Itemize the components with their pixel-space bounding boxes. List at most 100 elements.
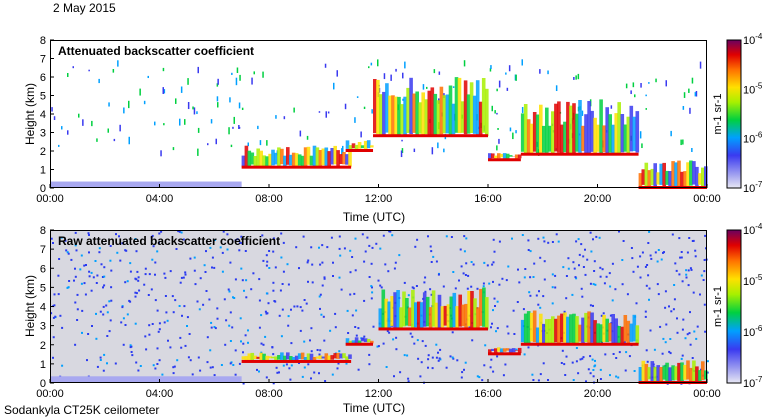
- aerosol-speckle: [443, 148, 445, 153]
- noise-speckle: [50, 312, 53, 315]
- noise-speckle: [688, 332, 691, 335]
- cloud-column: [529, 123, 534, 155]
- noise-speckle: [565, 297, 568, 300]
- noise-speckle: [581, 357, 584, 360]
- noise-speckle: [319, 349, 322, 352]
- noise-speckle: [339, 254, 342, 257]
- noise-speckle: [169, 270, 172, 273]
- cloud-column: [551, 111, 555, 154]
- noise-speckle: [575, 347, 578, 349]
- noise-speckle: [260, 342, 263, 345]
- noise-speckle: [74, 267, 76, 270]
- noise-speckle: [387, 270, 390, 273]
- cloud-column: [460, 101, 465, 133]
- noise-speckle: [205, 290, 208, 292]
- noise-speckle: [537, 379, 540, 382]
- aerosol-speckle: [368, 66, 370, 69]
- noise-speckle: [368, 276, 371, 278]
- noise-speckle: [573, 267, 576, 270]
- noise-speckle: [272, 382, 275, 385]
- cloud-column: [575, 316, 579, 345]
- cloud-column: [312, 145, 317, 168]
- cloud-column: [584, 312, 588, 342]
- cloud-column: [491, 348, 495, 351]
- noise-speckle: [572, 261, 575, 264]
- noise-speckle: [100, 263, 103, 266]
- noise-speckle: [70, 258, 73, 261]
- cloud-column: [473, 298, 477, 329]
- noise-speckle: [310, 327, 313, 330]
- noise-speckle: [403, 281, 406, 284]
- noise-speckle: [491, 322, 493, 325]
- noise-speckle: [435, 260, 438, 263]
- noise-speckle: [507, 265, 510, 268]
- aerosol-speckle: [521, 59, 523, 66]
- aerosol-speckle: [402, 98, 404, 101]
- noise-speckle: [382, 342, 385, 345]
- noise-speckle: [345, 362, 348, 365]
- noise-speckle: [624, 369, 627, 372]
- noise-speckle: [529, 276, 532, 279]
- cloud-column: [419, 302, 424, 330]
- noise-speckle: [664, 306, 667, 309]
- noise-speckle: [258, 299, 261, 302]
- noise-speckle: [632, 270, 635, 273]
- noise-speckle: [371, 291, 374, 294]
- noise-speckle: [370, 297, 373, 300]
- noise-speckle: [232, 296, 234, 299]
- noise-speckle: [370, 262, 373, 265]
- noise-speckle: [158, 232, 161, 235]
- noise-speckle: [466, 287, 469, 290]
- aerosol-speckle: [497, 128, 499, 130]
- noise-speckle: [321, 284, 324, 287]
- noise-speckle: [144, 267, 147, 270]
- aerosol-speckle: [610, 105, 613, 109]
- noise-speckle: [589, 304, 592, 307]
- noise-speckle: [681, 280, 684, 283]
- cloud-column: [686, 360, 690, 380]
- noise-speckle: [685, 273, 688, 276]
- noise-speckle: [120, 321, 123, 324]
- noise-speckle: [375, 242, 378, 245]
- noise-speckle: [109, 259, 112, 262]
- noise-speckle: [557, 240, 560, 243]
- cloud-column: [599, 324, 603, 343]
- cloud-column: [704, 166, 708, 186]
- colorbar-label: m-1 sr-1: [712, 286, 724, 327]
- noise-speckle: [571, 293, 574, 296]
- cloud-column: [548, 319, 552, 344]
- noise-speckle: [664, 290, 667, 293]
- noise-speckle: [542, 236, 545, 239]
- noise-speckle: [173, 365, 176, 368]
- noise-speckle: [354, 237, 357, 240]
- noise-speckle: [347, 332, 350, 334]
- aerosol-speckle: [96, 138, 98, 142]
- cloud-column: [336, 150, 340, 167]
- cloud-column: [532, 310, 537, 343]
- cloud-column: [470, 291, 474, 329]
- cloud-column: [701, 167, 705, 187]
- cloud-base: [488, 158, 521, 162]
- noise-speckle: [174, 299, 177, 302]
- noise-speckle: [427, 354, 430, 357]
- noise-speckle: [430, 250, 433, 253]
- y-tick-label: 5: [40, 282, 46, 294]
- noise-speckle: [167, 339, 169, 342]
- noise-speckle: [311, 263, 314, 266]
- cloud-column: [345, 154, 349, 165]
- aerosol-speckle: [670, 130, 672, 137]
- cloud-column: [635, 111, 640, 153]
- colorbar-label: m-1 sr-1: [712, 94, 724, 135]
- cloud-column: [508, 348, 513, 354]
- noise-speckle: [385, 366, 388, 368]
- noise-speckle: [639, 276, 642, 279]
- noise-speckle: [106, 362, 108, 365]
- noise-speckle: [538, 290, 540, 293]
- y-tick-label: 4: [40, 109, 46, 121]
- noise-speckle: [184, 271, 187, 274]
- aerosol-speckle: [61, 126, 63, 130]
- noise-speckle: [442, 285, 445, 288]
- cloud-column: [312, 357, 317, 362]
- y-tick-label: 2: [40, 146, 46, 158]
- noise-speckle: [427, 235, 429, 238]
